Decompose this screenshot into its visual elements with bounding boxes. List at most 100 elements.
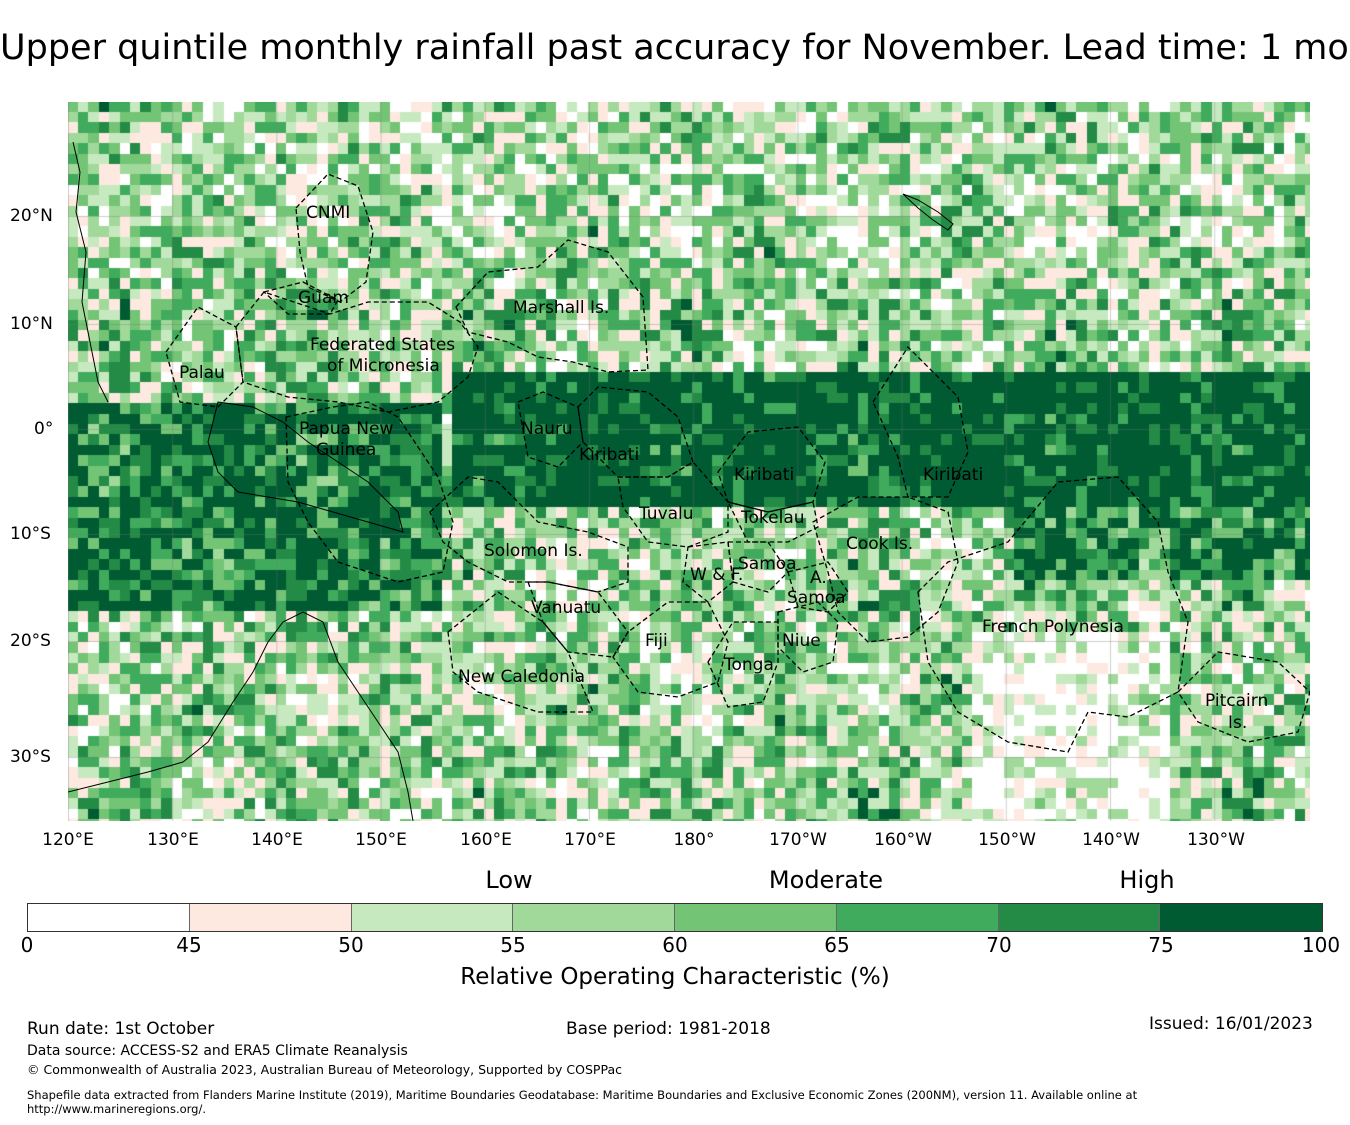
rainfall-accuracy-map: CNMI Guam Marshall Is. Federated States …: [68, 102, 1310, 821]
lat-tick-20n: 20°N: [10, 206, 53, 226]
label-kiribati-2: Kiribati: [734, 465, 794, 485]
label-vanuatu: Vanuatu: [531, 598, 601, 618]
lon-tick-150e: 150°E: [355, 830, 407, 850]
colorbar-tick-70: 70: [986, 933, 1012, 957]
label-fsm-1: Federated States: [310, 335, 455, 355]
colorbar-segment-2: [351, 904, 514, 931]
lon-tick-180: 180°: [673, 830, 715, 850]
colorbar-segment-1: [189, 904, 352, 931]
colorbar-segment-6: [998, 904, 1161, 931]
label-french-polynesia: French Polynesia: [982, 617, 1124, 637]
colorbar-tick-100: 100: [1301, 933, 1341, 957]
eez-png: [285, 401, 454, 583]
label-kiribati-1: Kiribati: [579, 445, 639, 465]
data-source: Data source: ACCESS-S2 and ERA5 Climate …: [27, 1043, 408, 1059]
eez-amsamoa: [787, 561, 849, 613]
lat-tick-20s: 20°S: [10, 631, 51, 651]
eez-solomon: [429, 476, 629, 593]
eez-marshall: [455, 239, 649, 373]
lat-tick-10n: 10°N: [10, 314, 53, 334]
eez-tuvalu: [617, 461, 729, 548]
colorbar-tick-45: 45: [176, 933, 202, 957]
lon-tick-150w: 150°W: [978, 830, 1036, 850]
legend-category-moderate: Moderate: [768, 866, 884, 894]
label-fsm-2: of Micronesia: [327, 356, 440, 376]
label-tuvalu: Tuvalu: [638, 504, 694, 524]
colorbar-tick-50: 50: [338, 933, 364, 957]
region-labels: CNMI Guam Marshall Is. Federated States …: [179, 203, 1268, 733]
label-amsamoa-2: Samoa: [787, 588, 846, 608]
eez-palau: [165, 306, 244, 408]
label-samoa: Samoa: [738, 554, 797, 574]
base-period: Base period: 1981-2018: [566, 1019, 771, 1039]
eez-new-caledonia: [447, 591, 594, 713]
lat-tick-0: 0°: [34, 419, 54, 439]
colorbar-tick-55: 55: [500, 933, 526, 957]
label-cook: Cook Is.: [846, 534, 913, 554]
run-date: Run date: 1st October: [27, 1019, 215, 1039]
colorbar-tick-60: 60: [662, 933, 688, 957]
eez-kiribati-phoenix: [717, 426, 826, 513]
label-tokelau: Tokelau: [740, 508, 805, 528]
copyright: © Commonwealth of Australia 2023, Austra…: [27, 1062, 622, 1077]
label-palau: Palau: [179, 363, 225, 383]
eez-tonga: [707, 621, 779, 708]
colorbar-tick-0: 0: [20, 933, 34, 957]
lat-tick-10s: 10°S: [10, 524, 51, 544]
issued-date: Issued: 16/01/2023: [1149, 1014, 1313, 1034]
label-pitcairn-1: Pitcairn: [1205, 691, 1268, 711]
eez-nauru: [517, 391, 584, 468]
map-title: Upper quintile monthly rainfall past acc…: [0, 28, 1350, 68]
label-cnmi: CNMI: [306, 203, 350, 223]
label-pitcairn-2: Is.: [1228, 713, 1247, 733]
lon-tick-160e: 160°E: [460, 830, 512, 850]
label-kiribati-3: Kiribati: [923, 465, 983, 485]
colorbar-label: Relative Operating Characteristic (%): [460, 964, 890, 990]
label-nauru: Nauru: [521, 419, 573, 439]
eez-fsm: [235, 291, 479, 413]
label-wallis: W & F.: [690, 565, 743, 585]
eez-fiji: [612, 601, 729, 698]
legend-category-low: Low: [485, 866, 533, 894]
eez-cnmi: [295, 173, 374, 303]
lon-tick-140e: 140°E: [251, 830, 303, 850]
shapefile-credit-line1: Shapefile data extracted from Flanders M…: [27, 1088, 1138, 1102]
label-niue: Niue: [782, 631, 821, 651]
label-amsamoa-1: A.: [810, 568, 827, 588]
label-fiji: Fiji: [645, 631, 668, 651]
label-solomon: Solomon Is.: [484, 541, 583, 561]
coastline-australia: [68, 611, 414, 821]
label-png-1: Papua New: [299, 419, 393, 439]
lon-tick-130w: 130°W: [1187, 830, 1245, 850]
lon-tick-170e: 170°E: [564, 830, 616, 850]
colorbar-tick-75: 75: [1148, 933, 1174, 957]
lon-tick-160w: 160°W: [874, 830, 932, 850]
roc-heatmap: [68, 102, 1310, 821]
eez-boundaries-overlay: CNMI Guam Marshall Is. Federated States …: [68, 141, 1310, 821]
lon-tick-120e: 120°E: [42, 830, 94, 850]
legend-category-high: High: [1119, 866, 1175, 894]
lat-tick-30s: 30°S: [10, 747, 51, 767]
eez-kiribati-line: [872, 345, 969, 498]
coastline-new-guinea: [207, 401, 404, 533]
label-png-2: Guinea: [316, 440, 376, 460]
lon-tick-130e: 130°E: [147, 830, 199, 850]
eez-vanuatu: [527, 581, 629, 658]
lon-tick-140w: 140°W: [1082, 830, 1140, 850]
eez-pitcairn: [1177, 651, 1310, 743]
eez-cook: [812, 496, 959, 643]
colorbar-tick-65: 65: [824, 933, 850, 957]
label-tonga: Tonga: [723, 655, 774, 675]
label-marshall: Marshall Is.: [513, 298, 609, 318]
lon-tick-170w: 170°W: [769, 830, 827, 850]
eez-wallis: [682, 541, 734, 603]
label-new-caledonia: New Caledonia: [458, 667, 585, 687]
eez-french-polynesia: [917, 476, 1189, 753]
eez-guam: [262, 281, 339, 315]
shapefile-credit-line2: http://www.marineregions.org/.: [27, 1102, 206, 1116]
coastline-philippines: [72, 141, 109, 403]
colorbar-segment-0: [28, 904, 190, 931]
colorbar-segment-3: [513, 904, 675, 931]
label-guam: Guam: [298, 288, 349, 308]
coastline-hawaii: [902, 193, 954, 231]
